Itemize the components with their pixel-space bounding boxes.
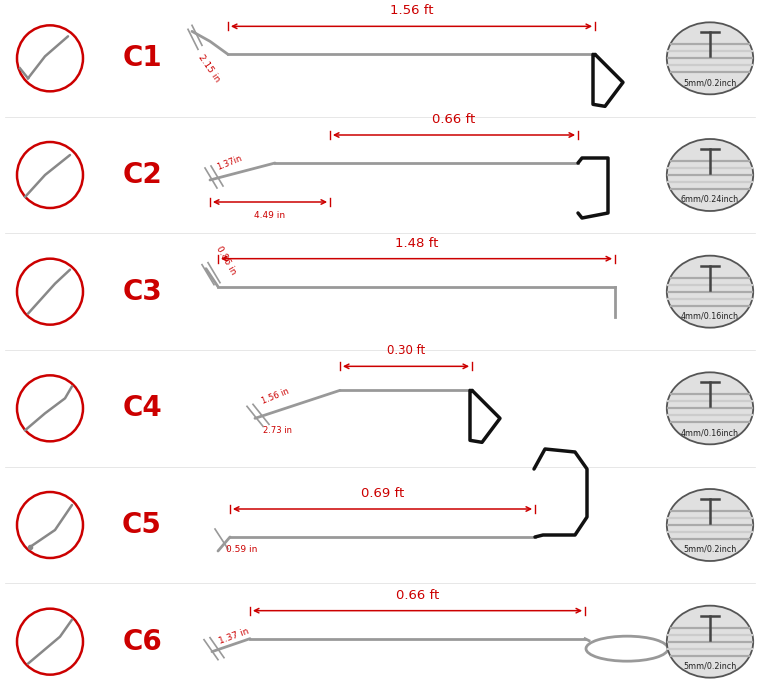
- Text: 1.48 ft: 1.48 ft: [394, 237, 439, 250]
- Text: 0.30 ft: 0.30 ft: [387, 344, 425, 357]
- Ellipse shape: [667, 606, 753, 678]
- Ellipse shape: [667, 256, 753, 328]
- Text: 1.37in: 1.37in: [215, 154, 243, 172]
- Text: 5mm/0.2inch: 5mm/0.2inch: [683, 78, 736, 88]
- Circle shape: [17, 25, 83, 91]
- Text: 1.56 in: 1.56 in: [260, 387, 290, 406]
- Text: 0.59 in: 0.59 in: [226, 545, 258, 554]
- Text: 1.37 in: 1.37 in: [218, 626, 251, 645]
- Text: 6mm/0.24inch: 6mm/0.24inch: [681, 195, 739, 204]
- Text: 5mm/0.2inch: 5mm/0.2inch: [683, 545, 736, 554]
- Circle shape: [17, 259, 83, 325]
- Text: 0.69 ft: 0.69 ft: [361, 487, 404, 500]
- Text: 0.66 ft: 0.66 ft: [396, 589, 439, 602]
- Circle shape: [17, 492, 83, 558]
- Text: C1: C1: [122, 44, 162, 72]
- Circle shape: [17, 375, 83, 441]
- Text: 0.86 in: 0.86 in: [214, 245, 237, 276]
- Text: 5mm/0.2inch: 5mm/0.2inch: [683, 662, 736, 671]
- Text: C6: C6: [122, 628, 162, 656]
- Text: 4mm/0.16inch: 4mm/0.16inch: [681, 312, 739, 321]
- Circle shape: [17, 609, 83, 675]
- Text: 2.73 in: 2.73 in: [263, 426, 292, 435]
- Ellipse shape: [667, 22, 753, 95]
- Circle shape: [17, 142, 83, 208]
- Text: C2: C2: [122, 161, 162, 189]
- Text: 4mm/0.16inch: 4mm/0.16inch: [681, 428, 739, 438]
- Ellipse shape: [667, 139, 753, 211]
- Text: 0.66 ft: 0.66 ft: [432, 113, 476, 126]
- Text: 2.15 in: 2.15 in: [196, 53, 221, 84]
- Text: C4: C4: [122, 394, 162, 422]
- Text: C5: C5: [122, 511, 162, 539]
- Text: 4.49 in: 4.49 in: [255, 211, 286, 220]
- Text: C3: C3: [122, 278, 162, 306]
- Text: 1.56 ft: 1.56 ft: [390, 4, 433, 18]
- Ellipse shape: [667, 372, 753, 444]
- Ellipse shape: [667, 489, 753, 561]
